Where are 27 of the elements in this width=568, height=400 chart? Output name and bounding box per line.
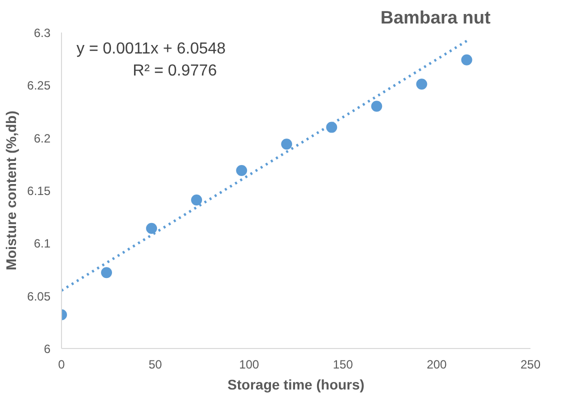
point	[416, 78, 428, 90]
y-tick-label: 6.15	[27, 184, 51, 198]
chart-title: Bambara nut	[380, 8, 491, 28]
point	[461, 54, 472, 66]
y-tick-label: 6.2	[34, 131, 51, 146]
x-tick-label: 200	[426, 358, 448, 372]
x-tick-label: 50	[148, 358, 162, 372]
x-tick-label: 100	[239, 358, 260, 372]
x-axis-title: Storage time (hours)	[228, 376, 364, 392]
point	[101, 267, 112, 278]
point	[191, 194, 202, 206]
point	[371, 100, 382, 112]
x-tick-label: 0	[58, 358, 66, 372]
point	[146, 222, 158, 234]
y-tick-label: 6.3	[34, 26, 51, 40]
y-tick-label: 6.1	[34, 236, 51, 251]
annotation: y = 0.0011x + 6.0548	[76, 40, 226, 58]
y-tick-label: 6	[44, 342, 51, 356]
point	[281, 138, 292, 150]
point	[236, 164, 248, 176]
x-tick-label: 250	[520, 358, 541, 372]
point	[326, 122, 338, 133]
annotation: R² = 0.9776	[132, 62, 217, 80]
y-tick-label: 6.05	[27, 289, 51, 304]
x-tick-label: 150	[332, 358, 354, 372]
y-tick-label: 6.25	[27, 78, 51, 93]
y-axis-title: Moisture content (%,db)	[3, 110, 20, 270]
